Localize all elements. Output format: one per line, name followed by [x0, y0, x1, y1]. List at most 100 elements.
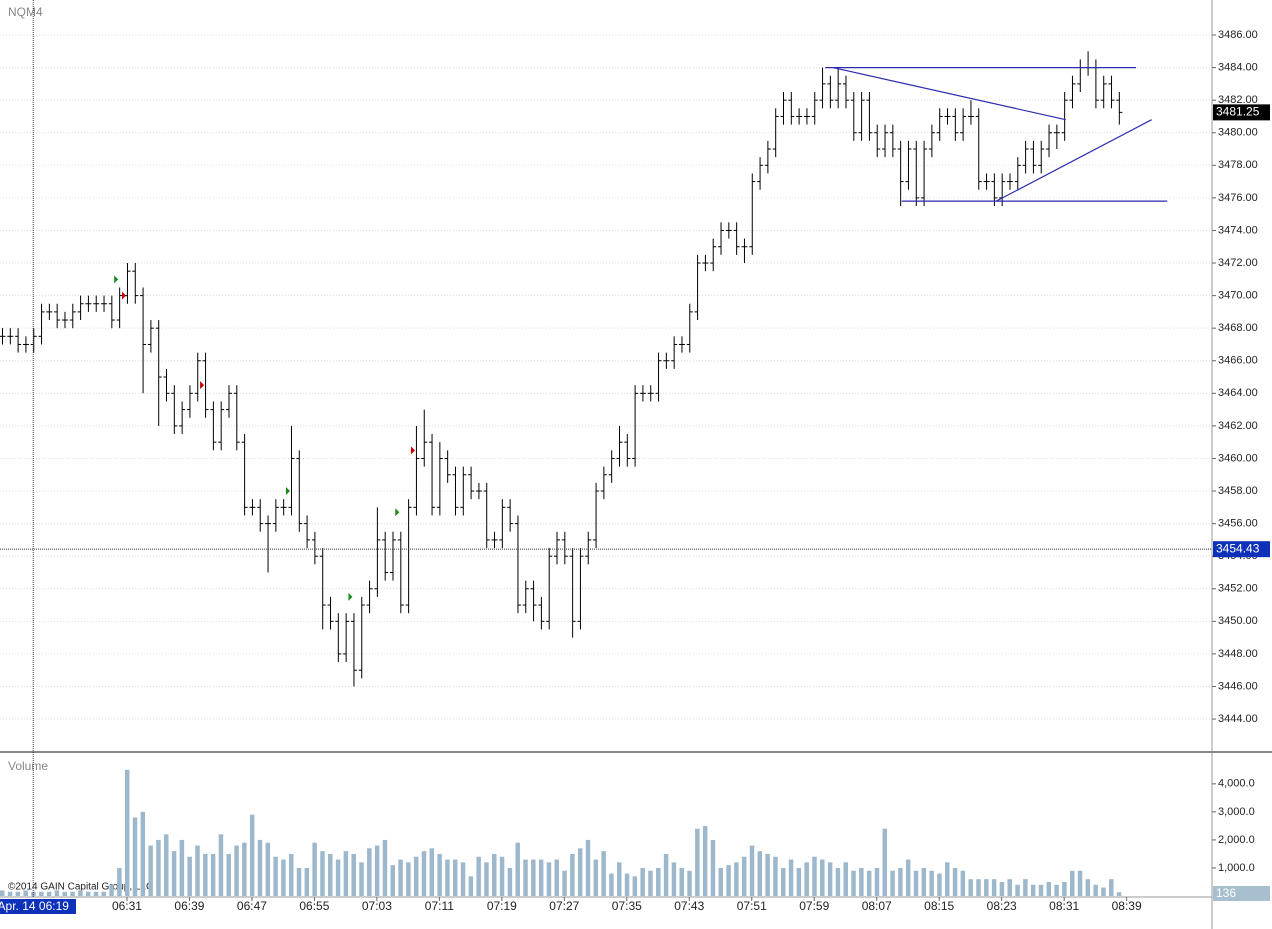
volume-bar: [406, 862, 411, 896]
volume-bar: [484, 862, 489, 896]
volume-bar: [46, 891, 52, 896]
volume-bar: [476, 856, 481, 896]
volume-bar: [866, 870, 872, 896]
volume-bar: [171, 851, 177, 896]
volume-title: Volume: [8, 759, 48, 773]
volume-bar: [648, 870, 653, 896]
volume-bar: [593, 859, 599, 896]
volume-bar: [187, 856, 192, 896]
volume-bar: [281, 859, 286, 896]
volume-bar: [937, 873, 942, 896]
volume-bar: [523, 859, 528, 896]
signal-marker: [114, 275, 119, 284]
volume-bar: [616, 862, 622, 896]
volume-bar: [312, 842, 317, 896]
volume-bar: [249, 814, 255, 896]
volume-bar: [62, 891, 67, 896]
crosshair-price-box: [1213, 541, 1270, 558]
y-tick-label: 3460.00: [1218, 452, 1258, 464]
x-tick-label: 06:31: [112, 899, 142, 913]
volume-bar: [960, 870, 966, 896]
x-tick-label: 06:55: [299, 899, 329, 913]
x-tick-label: 07:11: [425, 899, 454, 913]
volume-bar: [39, 891, 44, 896]
volume-bar: [1030, 884, 1036, 896]
volume-bar: [164, 834, 169, 896]
volume-bar: [710, 839, 716, 896]
volume-bar: [788, 859, 794, 896]
volume-bar: [843, 862, 848, 896]
x-tick-label: 07:03: [362, 899, 392, 913]
last-price-label: 3481.25: [1216, 105, 1260, 119]
volume-bar: [148, 845, 153, 896]
x-tick-label: 06:47: [237, 899, 267, 913]
crosshair-time-label: Apr. 14 06:19: [0, 899, 69, 913]
volume-bar: [601, 851, 606, 896]
volume-bar: [0, 890, 5, 896]
volume-bar: [671, 862, 677, 896]
volume-bar: [812, 856, 817, 896]
volume-bar: [359, 862, 364, 896]
volume-bar: [288, 853, 294, 896]
volume-bar: [820, 859, 825, 896]
volume-bar: [273, 856, 278, 896]
y-tick-label: 1,000.0: [1218, 862, 1255, 874]
volume-bar: [546, 862, 552, 896]
volume-bar: [1093, 884, 1098, 896]
volume-bar: [242, 842, 247, 896]
x-tick-label: 07:19: [487, 899, 517, 913]
volume-bar: [437, 853, 442, 896]
x-tick-label: 08:07: [862, 899, 892, 913]
volume-bar: [195, 845, 200, 896]
volume-bar: [179, 839, 185, 896]
y-tick-label: 3486.00: [1218, 29, 1258, 41]
y-tick-label: 3446.00: [1218, 680, 1258, 692]
y-tick-label: 3476.00: [1218, 192, 1258, 204]
volume-bar: [499, 856, 505, 896]
volume-bar: [1069, 870, 1075, 896]
volume-bar: [585, 839, 591, 896]
volume-bar: [351, 853, 356, 896]
volume-bar: [320, 851, 325, 896]
volume-bar: [54, 890, 60, 896]
volume-bar: [577, 848, 583, 896]
volume-bar: [15, 891, 21, 896]
volume-bar: [1015, 884, 1020, 896]
volume-bar: [890, 870, 895, 896]
volume-bar: [718, 867, 724, 896]
volume-bar: [538, 859, 544, 896]
last-price-box: [1213, 104, 1270, 121]
volume-bar: [562, 870, 567, 896]
volume-bar: [85, 891, 91, 896]
volume-bar: [663, 853, 669, 896]
volume-bar: [109, 884, 114, 896]
x-tick-label: 07:35: [612, 899, 642, 913]
volume-bar: [1077, 870, 1083, 896]
x-tick-label: 08:31: [1049, 899, 1079, 913]
volume-bar: [679, 867, 684, 896]
volume-bar: [702, 825, 708, 896]
volume-bar: [687, 870, 692, 896]
copyright: ©2014 GAIN Capital Group, LLC: [8, 882, 153, 893]
volume-bar: [999, 881, 1005, 896]
y-tick-label: 3452.00: [1218, 583, 1258, 595]
volume-bar: [632, 876, 638, 896]
volume-bar: [226, 853, 231, 896]
volume-bar: [976, 879, 981, 896]
volume-bar: [968, 879, 973, 896]
chart-title: NQM4: [8, 5, 43, 19]
volume-bar: [945, 862, 950, 896]
volume-bar: [218, 834, 224, 896]
signal-marker: [200, 381, 205, 390]
volume-bar: [695, 828, 700, 896]
volume-bar: [429, 848, 435, 896]
signal-marker: [348, 592, 353, 601]
crosshair-price-label: 3454.43: [1216, 541, 1260, 555]
signal-marker: [395, 508, 400, 517]
volume-bar: [1054, 884, 1059, 896]
y-tick-label: 3474.00: [1218, 224, 1258, 236]
volume-bar: [804, 862, 809, 896]
x-tick-label: 08:15: [924, 899, 954, 913]
volume-bar: [210, 853, 216, 896]
